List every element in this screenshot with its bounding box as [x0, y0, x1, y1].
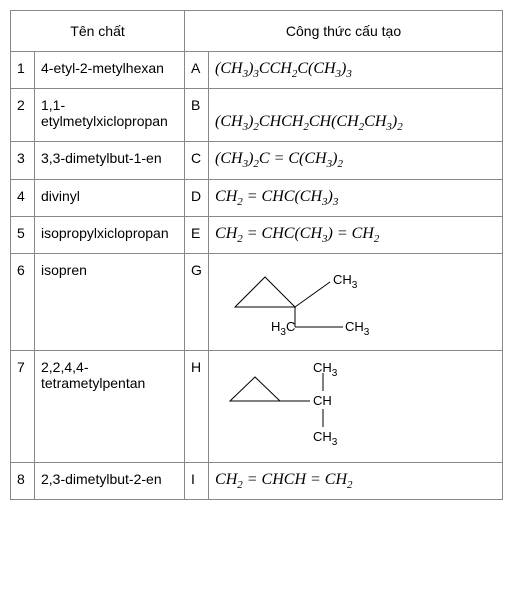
- formula-D: CH2 = CHC(CH3)3: [215, 188, 338, 205]
- row-num: 4: [11, 179, 35, 216]
- header-formula: Công thức cấu tạo: [185, 11, 503, 52]
- formula-B: (CH3)2CHCH2CH(CH2CH3)2: [215, 113, 403, 130]
- formula-A: (CH3)3CCH2C(CH3)3: [215, 60, 352, 77]
- svg-text:CH3: CH3: [313, 360, 338, 379]
- row-formula: CH3 CH CH3: [209, 350, 503, 462]
- formula-E: CH2 = CHC(CH3) = CH2: [215, 225, 379, 242]
- svg-text:CH3: CH3: [345, 319, 370, 337]
- row-num: 7: [11, 350, 35, 462]
- row-name: divinyl: [35, 179, 185, 216]
- row-letter: G: [185, 253, 209, 350]
- row-formula: CH2 = CHCH = CH2: [209, 462, 503, 499]
- row-formula: CH2 = CHC(CH3) = CH2: [209, 216, 503, 253]
- row-letter: A: [185, 52, 209, 89]
- header-name: Tên chất: [11, 11, 185, 52]
- formula-I: CH2 = CHCH = CH2: [215, 471, 353, 488]
- table-row: 2 1,1-etylmetylxiclopropan B (CH3)2CHCH2…: [11, 89, 503, 142]
- row-letter: B: [185, 89, 209, 142]
- row-num: 1: [11, 52, 35, 89]
- row-formula: (CH3)3CCH2C(CH3)3: [209, 52, 503, 89]
- svg-text:CH: CH: [313, 393, 332, 408]
- row-letter: C: [185, 142, 209, 179]
- svg-text:CH3: CH3: [333, 272, 358, 291]
- row-letter: E: [185, 216, 209, 253]
- row-formula: CH2 = CHC(CH3)3: [209, 179, 503, 216]
- row-formula: (CH3)2CHCH2CH(CH2CH3)2: [209, 89, 503, 142]
- row-name: 1,1-etylmetylxiclopropan: [35, 89, 185, 142]
- table-row: 8 2,3-dimetylbut-2-en I CH2 = CHCH = CH2: [11, 462, 503, 499]
- table-row: 5 isopropylxiclopropan E CH2 = CHC(CH3) …: [11, 216, 503, 253]
- row-num: 5: [11, 216, 35, 253]
- row-num: 8: [11, 462, 35, 499]
- row-name: 2,3-dimetylbut-2-en: [35, 462, 185, 499]
- row-formula: (CH3)2C = C(CH3)2: [209, 142, 503, 179]
- row-name: isopropylxiclopropan: [35, 216, 185, 253]
- structure-H: CH3 CH CH3: [215, 359, 385, 449]
- svg-text:CH3: CH3: [313, 429, 338, 448]
- svg-text:H3C: H3C: [271, 319, 295, 337]
- row-formula: CH3 H3C CH3: [209, 253, 503, 350]
- table-row: 1 4-etyl-2-metylhexan A (CH3)3CCH2C(CH3)…: [11, 52, 503, 89]
- row-num: 3: [11, 142, 35, 179]
- table-row: 3 3,3-dimetylbut-1-en C (CH3)2C = C(CH3)…: [11, 142, 503, 179]
- row-letter: D: [185, 179, 209, 216]
- row-name: isopren: [35, 253, 185, 350]
- chemistry-table: Tên chất Công thức cấu tạo 1 4-etyl-2-me…: [10, 10, 503, 500]
- header-row: Tên chất Công thức cấu tạo: [11, 11, 503, 52]
- table-row: 4 divinyl D CH2 = CHC(CH3)3: [11, 179, 503, 216]
- row-letter: I: [185, 462, 209, 499]
- row-name: 4-etyl-2-metylhexan: [35, 52, 185, 89]
- row-name: 2,2,4,4-tetrametylpentan: [35, 350, 185, 462]
- row-name: 3,3-dimetylbut-1-en: [35, 142, 185, 179]
- row-num: 2: [11, 89, 35, 142]
- row-letter: H: [185, 350, 209, 462]
- structure-G: CH3 H3C CH3: [215, 262, 385, 337]
- table-row: 6 isopren G CH3 H3C CH3: [11, 253, 503, 350]
- formula-C: (CH3)2C = C(CH3)2: [215, 150, 343, 167]
- table-row: 7 2,2,4,4-tetrametylpentan H CH3 CH CH3: [11, 350, 503, 462]
- row-num: 6: [11, 253, 35, 350]
